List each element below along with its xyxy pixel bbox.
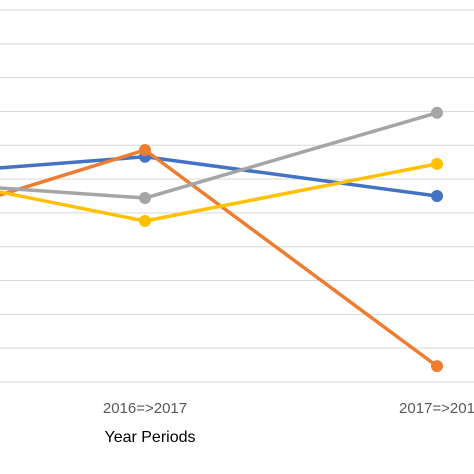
data-point xyxy=(431,157,443,170)
data-point xyxy=(139,144,151,157)
data-point xyxy=(431,106,443,119)
x-tick-label: 2017=>201 xyxy=(399,400,474,417)
data-point xyxy=(139,215,151,228)
series-line xyxy=(0,111,438,200)
data-point xyxy=(431,360,443,373)
data-point xyxy=(431,190,443,202)
data-point xyxy=(139,192,151,205)
x-tick-label: 2016=>2017 xyxy=(103,400,187,417)
x-axis-label: Year Periods xyxy=(104,429,195,446)
series-line xyxy=(0,148,439,368)
